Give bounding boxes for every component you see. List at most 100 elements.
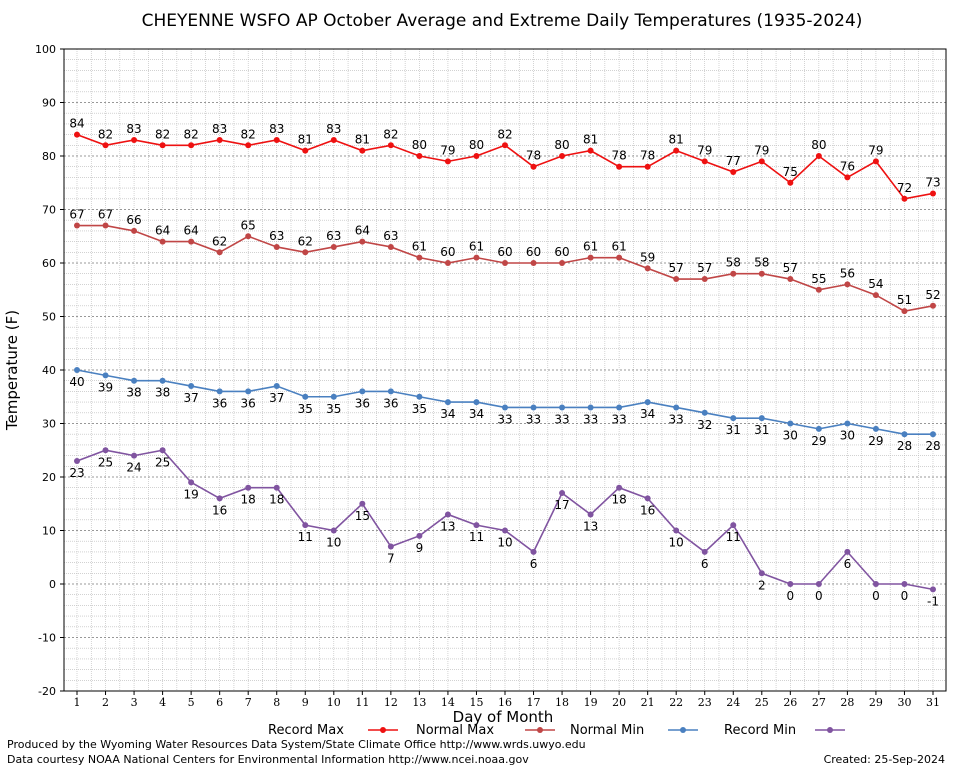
data-label: 30 [783, 429, 798, 443]
data-label: 0 [872, 589, 880, 603]
data-point [644, 495, 651, 502]
data-point [587, 147, 594, 154]
data-point [872, 292, 879, 299]
data-label: 11 [469, 530, 484, 544]
data-point [559, 260, 566, 266]
data-point [330, 243, 337, 250]
data-label: 75 [783, 165, 798, 179]
data-point [559, 153, 566, 159]
data-point [416, 532, 423, 539]
data-point [74, 367, 80, 373]
x-tick-label: 26 [783, 696, 797, 709]
data-label: 35 [298, 402, 313, 416]
x-tick-label: 5 [188, 696, 195, 709]
data-label: 10 [326, 536, 341, 550]
y-tick-label: 0 [49, 578, 56, 591]
data-label: 61 [469, 240, 484, 254]
data-label: 34 [469, 407, 484, 421]
data-point [245, 388, 252, 395]
y-tick-label: 100 [35, 43, 56, 56]
data-label: 64 [183, 224, 198, 238]
data-point [273, 136, 280, 143]
data-point [901, 308, 908, 315]
data-point [74, 131, 80, 138]
data-label: 60 [554, 245, 569, 259]
x-tick-label: 2 [102, 696, 109, 709]
x-tick-label: 24 [726, 696, 740, 709]
data-label: 81 [355, 133, 370, 147]
data-point [815, 425, 822, 432]
y-tick-label: 30 [42, 418, 56, 431]
data-point [444, 158, 451, 165]
data-label: 38 [155, 386, 170, 400]
x-tick-label: 31 [926, 696, 940, 709]
data-point [216, 136, 223, 143]
x-tick-label: 1 [74, 696, 81, 709]
legend-swatch-marker [537, 727, 543, 733]
data-point [216, 495, 223, 502]
data-point [159, 238, 166, 245]
data-label: 28 [897, 439, 912, 453]
data-point [131, 136, 138, 143]
data-label: 78 [640, 149, 655, 163]
grid-layer [64, 48, 946, 692]
data-point [302, 147, 309, 154]
data-label: 81 [298, 133, 313, 147]
series-line-normal-max [77, 224, 934, 312]
data-label: 16 [640, 503, 655, 517]
x-tick-label: 9 [302, 696, 309, 709]
data-point [330, 393, 337, 400]
data-label: 84 [69, 117, 84, 131]
data-label: 35 [326, 402, 341, 416]
data-point [730, 522, 737, 529]
footer-produced-by: Produced by the Wyoming Water Resources … [7, 738, 586, 751]
data-point [302, 249, 309, 256]
data-label: 33 [554, 412, 569, 426]
data-label: 61 [611, 240, 626, 254]
data-label: 36 [355, 396, 370, 410]
data-point [673, 404, 680, 411]
data-point [787, 420, 794, 427]
x-tick-label: 8 [273, 696, 280, 709]
x-tick-label: 16 [498, 696, 512, 709]
data-point [815, 286, 822, 293]
data-label: 79 [754, 143, 769, 157]
data-point [673, 527, 680, 534]
data-point [330, 527, 337, 534]
x-tick-label: 6 [216, 696, 223, 709]
data-point [616, 254, 623, 261]
chart-title: CHEYENNE WSFO AP October Average and Ext… [142, 11, 863, 31]
data-label: 51 [897, 293, 912, 307]
x-tick-label: 17 [527, 696, 541, 709]
data-point [159, 447, 166, 454]
data-label: 2 [758, 578, 766, 592]
data-point [644, 399, 651, 406]
data-label: 18 [269, 493, 284, 507]
data-label: 62 [298, 234, 313, 248]
data-point [758, 415, 765, 422]
y-tick-label: 90 [42, 97, 56, 110]
data-point [673, 276, 680, 283]
data-point [159, 377, 166, 384]
data-label: 37 [183, 391, 198, 405]
data-label: 10 [497, 536, 512, 550]
data-label: 55 [811, 272, 826, 286]
data-point [302, 522, 309, 529]
data-point [758, 270, 765, 277]
data-label: -1 [927, 594, 939, 608]
data-label: 64 [355, 224, 370, 238]
data-label: 78 [526, 149, 541, 163]
data-point [929, 302, 936, 309]
data-label: 33 [497, 412, 512, 426]
data-point [302, 393, 309, 400]
data-label: 60 [440, 245, 455, 259]
data-point [559, 490, 566, 497]
data-label: 0 [787, 589, 795, 603]
data-label: 0 [901, 589, 909, 603]
data-point [387, 388, 394, 395]
x-tick-label: 14 [441, 696, 455, 709]
data-label: 60 [497, 245, 512, 259]
data-point [872, 581, 879, 587]
data-point [587, 511, 594, 518]
